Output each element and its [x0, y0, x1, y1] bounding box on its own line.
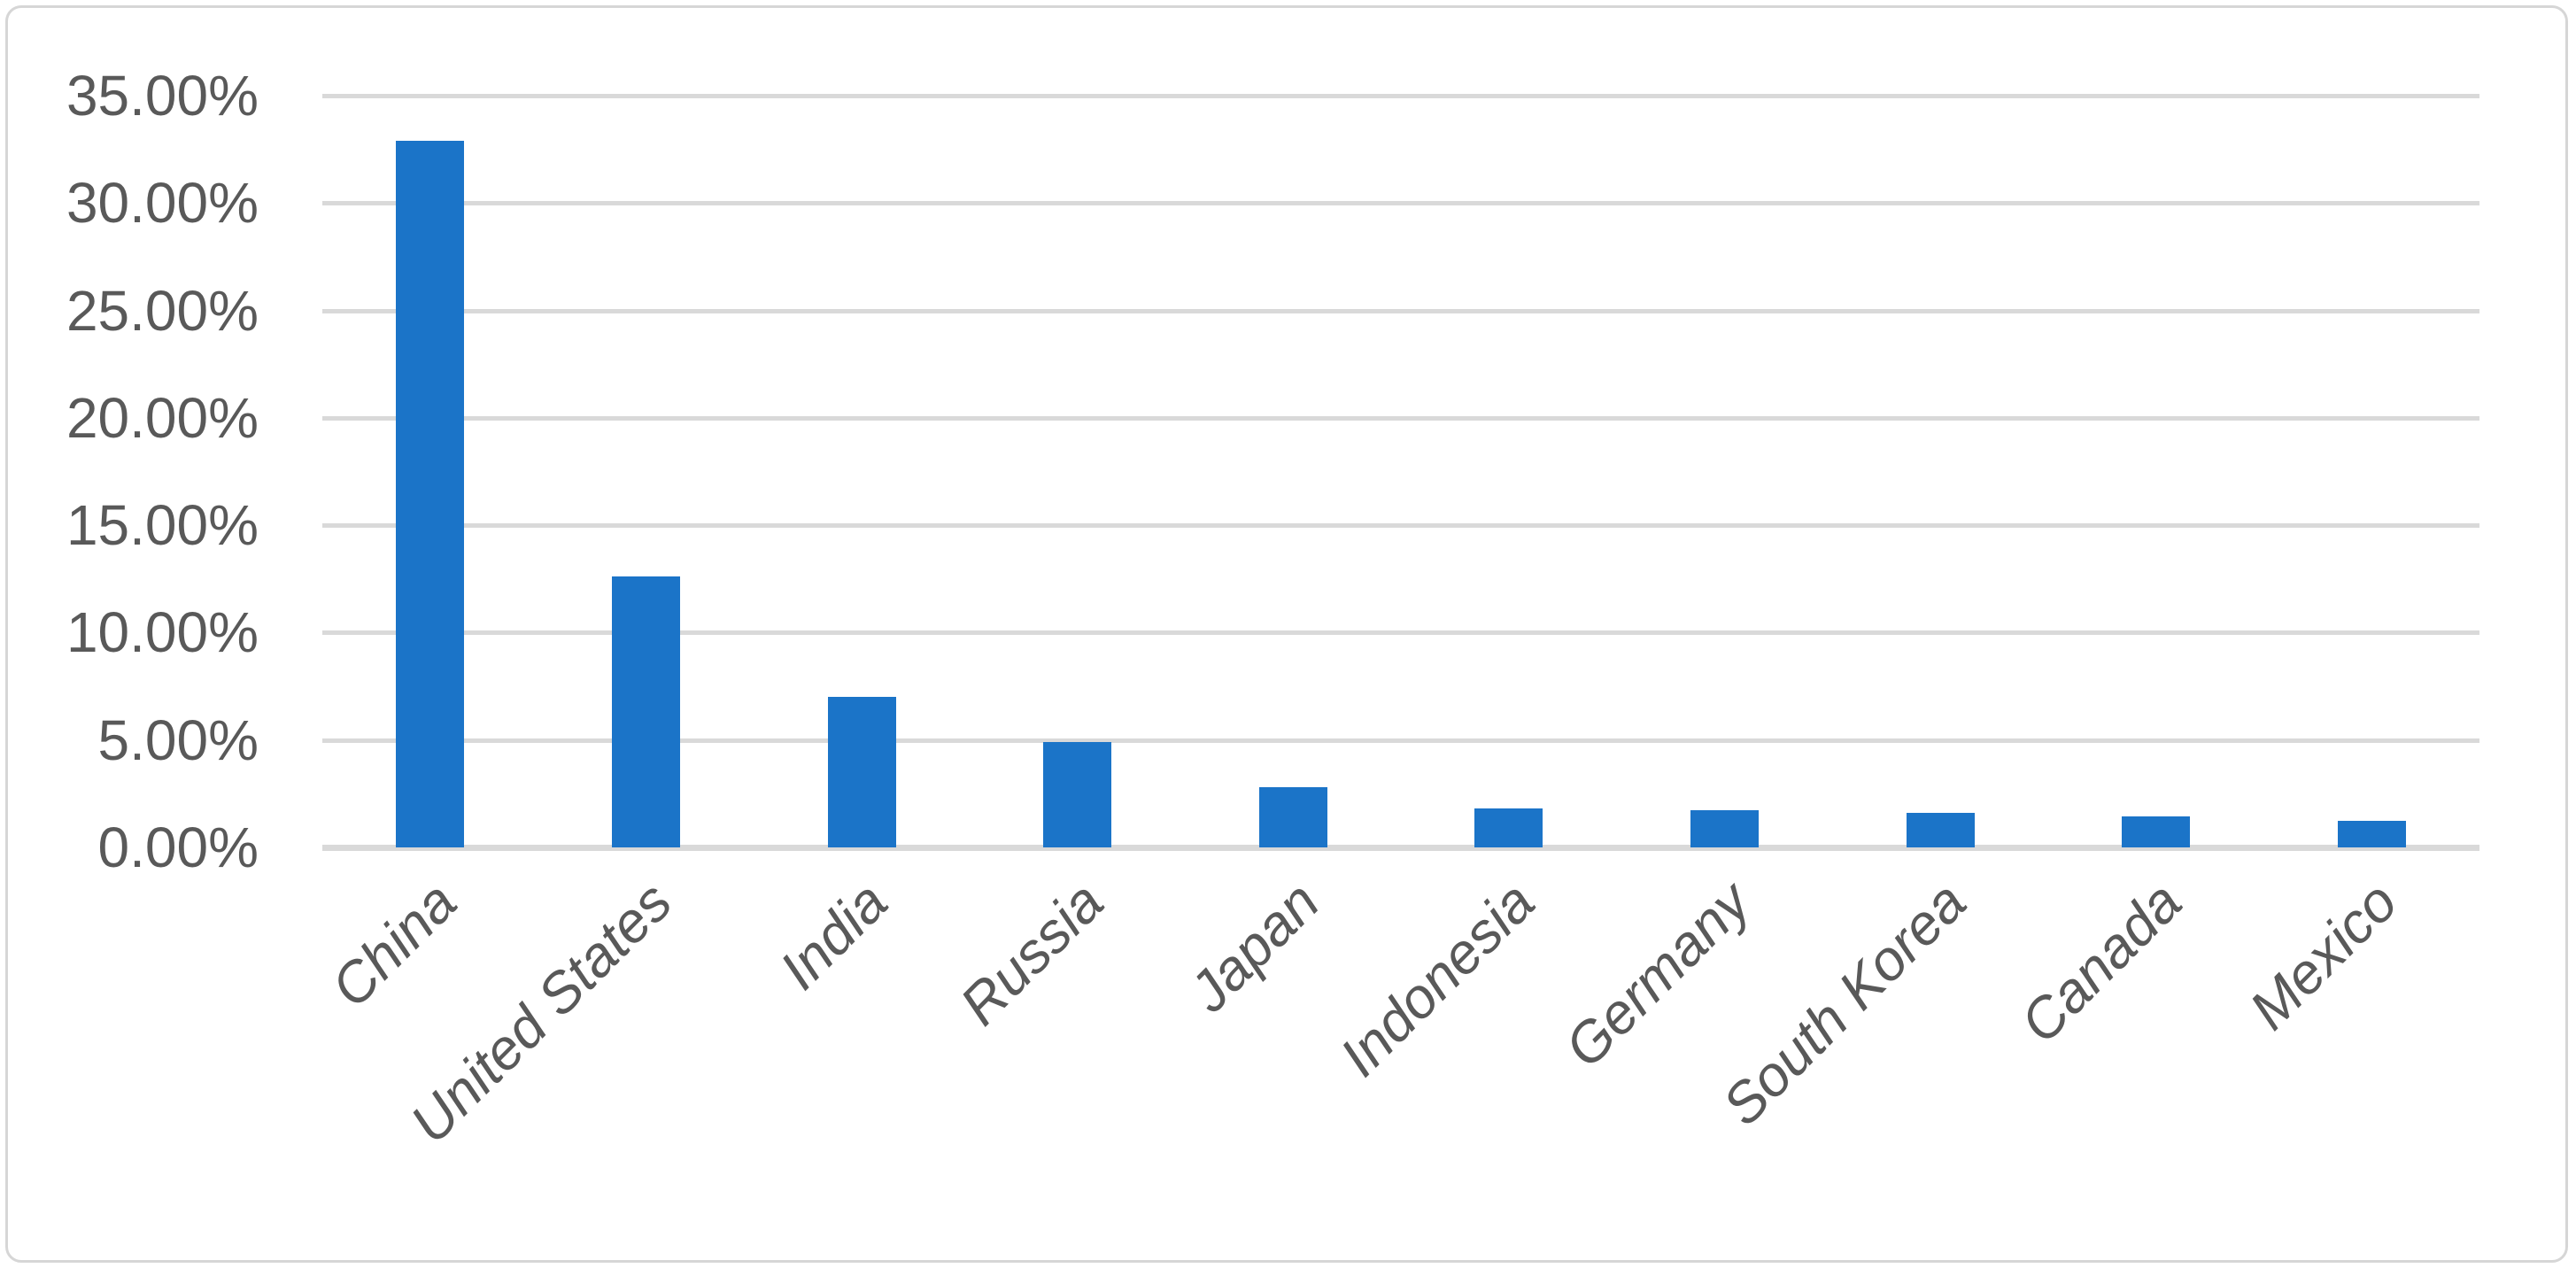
bar-india [827, 697, 896, 847]
y-axis-tick-label: 5.00% [97, 707, 259, 772]
bar-germany [1690, 809, 1759, 847]
plot-area [322, 94, 2479, 851]
bar-japan [1258, 787, 1327, 847]
gridline-5 [322, 738, 2479, 743]
x-axis-category-label: China [318, 870, 468, 1020]
x-axis-category-label: Germany [1552, 870, 1763, 1080]
y-axis-tick-label: 25.00% [66, 278, 259, 343]
bar-china [396, 140, 465, 847]
bar-mexico [2337, 820, 2406, 847]
bar-south-korea [1906, 813, 1975, 847]
gridline-30 [322, 201, 2479, 206]
x-axis-category-label: Indonesia [1327, 870, 1547, 1089]
x-axis-category-label: Russia [948, 870, 1116, 1038]
bar-canada [2122, 816, 2191, 847]
x-axis-category-label: Japan [1176, 870, 1332, 1024]
y-axis-tick-label: 30.00% [66, 171, 259, 236]
x-axis-category-label: Canada [2008, 870, 2194, 1055]
bar-united-states [611, 576, 680, 847]
y-axis-tick-label: 10.00% [66, 600, 259, 665]
y-axis-tick-label: 35.00% [66, 64, 259, 128]
gridline-20 [322, 415, 2479, 421]
gridline-15 [322, 523, 2479, 529]
bar-russia [1043, 742, 1112, 847]
y-axis-tick-label: 20.00% [66, 385, 259, 450]
x-axis-category-label: Mexico [2237, 870, 2410, 1042]
gridline-10 [322, 630, 2479, 636]
gridline-0 [322, 845, 2479, 851]
y-axis-tick-label: 15.00% [66, 493, 259, 558]
gridline-35 [322, 94, 2479, 98]
gridline-25 [322, 308, 2479, 313]
y-axis-tick-label: 0.00% [97, 816, 259, 879]
bar-indonesia [1474, 808, 1543, 847]
x-axis-category-label: India [767, 870, 900, 1002]
